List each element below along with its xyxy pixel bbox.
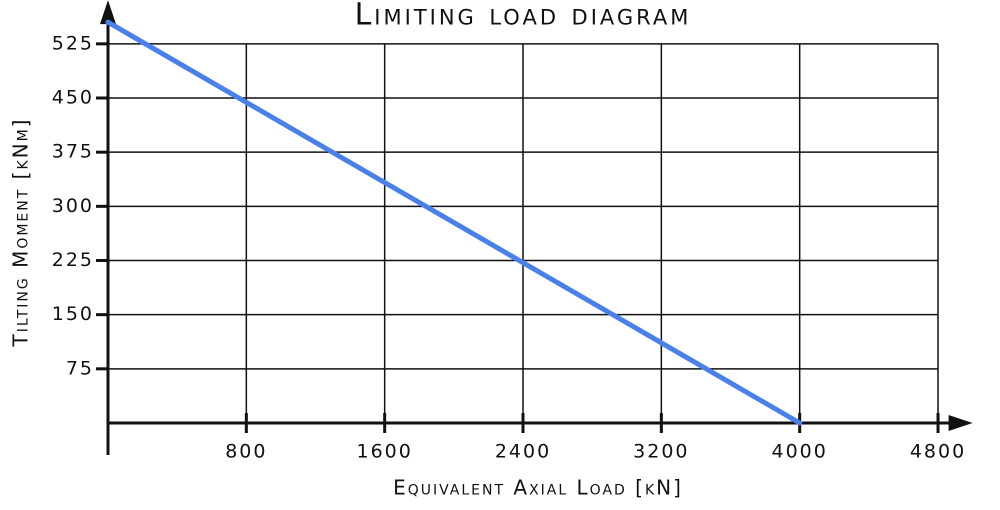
x-tick-label: 4800 [910,441,966,463]
y-tick-label: 450 [52,87,94,109]
y-axis-label: Tilting Moment [kNm] [9,118,33,348]
y-tick-label: 225 [52,249,94,271]
x-axis-arrow [948,415,973,431]
series-line [105,19,803,426]
y-tick-label: 525 [52,32,94,54]
y-axis-arrow [100,0,116,25]
chart-title: Limiting load diagram [355,0,692,33]
x-tick-label: 800 [225,441,267,463]
y-tick-label: 300 [52,195,94,217]
y-tick-label: 375 [52,141,94,163]
x-tick-label: 4000 [772,441,828,463]
x-axis-label: Equivalent Axial Load [kN] [393,476,683,500]
y-tick-label: 75 [66,357,94,379]
x-tick-label: 1600 [356,441,412,463]
x-tick-label: 3200 [633,441,689,463]
y-tick-label: 150 [52,303,94,325]
x-tick-label: 2400 [495,441,551,463]
